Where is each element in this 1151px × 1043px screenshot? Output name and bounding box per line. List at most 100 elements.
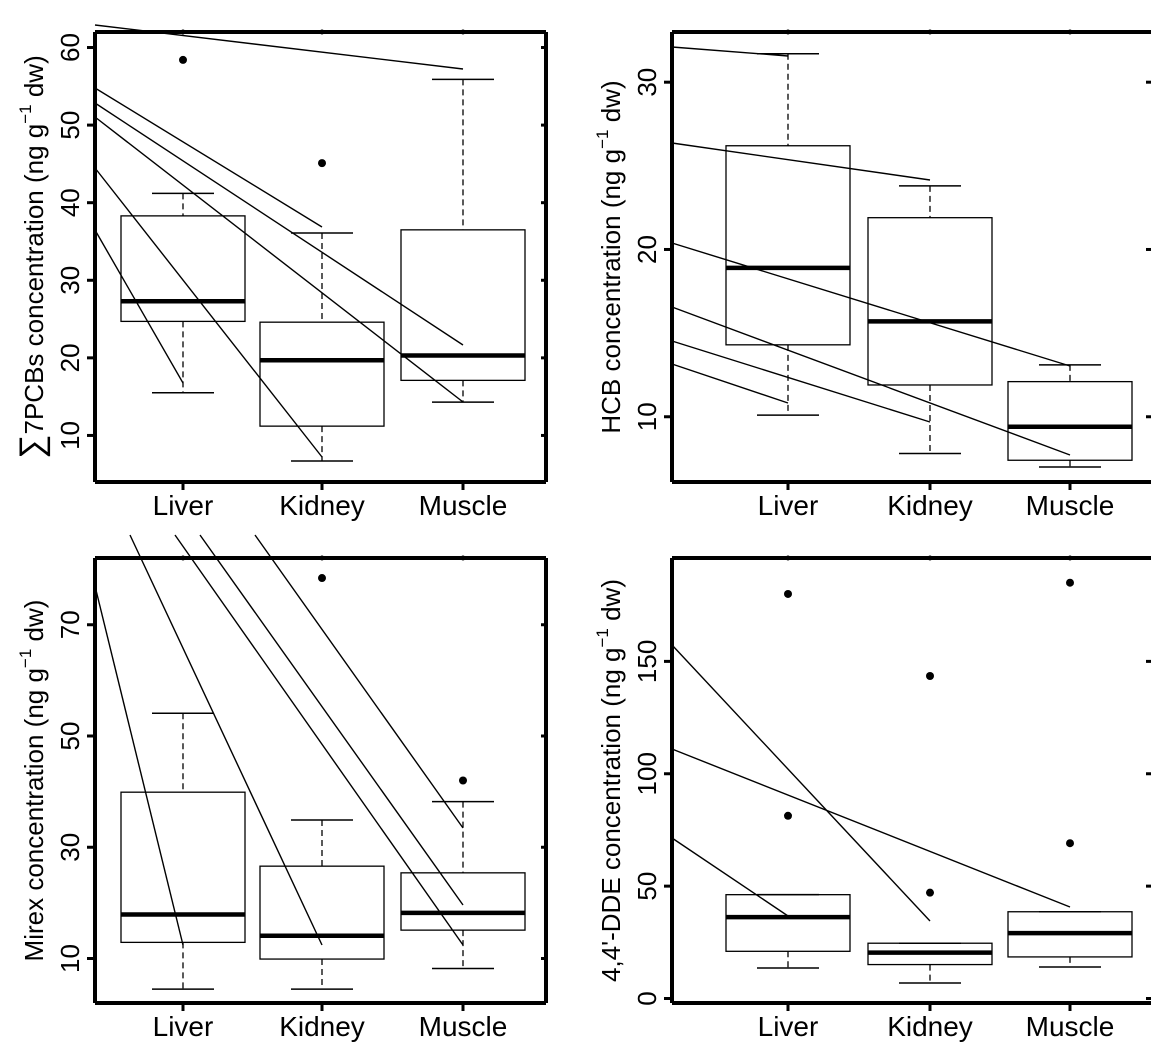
outlier-point <box>459 776 467 785</box>
y-axis-title-superscript: −1 <box>593 130 612 149</box>
y-axis-title-main: Mirex concentration (ng g <box>19 668 49 961</box>
outlier-point <box>784 811 792 820</box>
box-muscle <box>400 78 526 403</box>
x-tick-label: Liver <box>758 490 819 521</box>
diagonal-line <box>94 585 184 946</box>
x-tick-label: Kidney <box>279 1011 365 1042</box>
iqr-box <box>259 865 385 960</box>
y-tick-label: 40 <box>55 188 85 217</box>
diagonal-line <box>671 306 1071 456</box>
iqr-box <box>867 217 993 386</box>
y-tick-label: 0 <box>632 991 662 1005</box>
y-tick-label: 30 <box>55 266 85 295</box>
x-tick-label: Muscle <box>1026 490 1115 521</box>
top-tick-dot <box>460 555 466 561</box>
box-muscle <box>1007 364 1133 468</box>
top-tick-dot <box>785 555 791 561</box>
outlier-point <box>926 671 934 680</box>
y-axis-title-superscript: −1 <box>16 649 35 668</box>
iqr-box <box>400 229 526 382</box>
box-liver <box>725 52 851 416</box>
diagonal-line <box>671 363 789 404</box>
diagonal-line <box>671 242 1071 367</box>
outlier-point <box>318 574 326 583</box>
x-tick-label: Kidney <box>279 490 365 521</box>
y-tick-label: 10 <box>632 402 662 431</box>
x-tick-label: Liver <box>153 1011 214 1042</box>
diagonal-line <box>671 748 1071 908</box>
y-axis-title-suffix: dw) <box>19 55 49 104</box>
diagonal-line <box>671 142 931 181</box>
y-axis-title-main: HCB concentration (ng g <box>596 149 626 434</box>
box-muscle <box>1007 578 1133 968</box>
panel-mirex: 10 30 50 70 Liver Kidney Muscle Mirex concentra… <box>16 534 548 1042</box>
y-axis-title: 4,4'-DDE concentration (ng g−1 dw) <box>593 579 626 982</box>
y-tick-label: 50 <box>632 872 662 901</box>
top-tick-dot <box>785 29 791 35</box>
x-tick-label: Liver <box>758 1011 819 1042</box>
box-liver <box>725 589 851 969</box>
iqr-box <box>400 872 526 931</box>
top-tick-dot <box>180 29 186 35</box>
x-tick-label: Muscle <box>419 1011 508 1042</box>
top-tick-dot <box>1067 29 1073 35</box>
y-tick-label: 100 <box>632 752 662 795</box>
diagonal-line <box>94 102 464 346</box>
diagonal-line <box>94 229 184 384</box>
iqr-box <box>725 894 851 952</box>
x-tick-label: Kidney <box>887 1011 973 1042</box>
y-axis-title-superscript: −1 <box>593 628 612 647</box>
diagonal-line <box>671 644 931 922</box>
diagonal-line <box>94 167 323 458</box>
diagonal-line <box>671 837 789 917</box>
y-axis-title-suffix: dw) <box>596 579 626 628</box>
box-kidney <box>259 574 385 990</box>
y-tick-label: 30 <box>632 68 662 97</box>
panel-pcbs: 10 20 30 40 50 60 Liver Kidney Muscle ∑7PCBs conc… <box>13 24 548 521</box>
outlier-point <box>1066 839 1074 848</box>
y-axis-title-main: 4,4'-DDE concentration (ng g <box>596 648 626 982</box>
top-tick-dot <box>180 555 186 561</box>
panel-hcb: 10 20 30 Liver Kidney Muscle HCB concentration… <box>593 29 1151 521</box>
y-axis-title-suffix: dw) <box>596 80 626 129</box>
iqr-box <box>1007 380 1133 461</box>
top-tick-dot <box>1067 555 1073 561</box>
y-tick-label: 60 <box>55 33 85 62</box>
iqr-box <box>259 321 385 427</box>
y-axis-title: ∑7PCBs concentration (ng g−1 dw) <box>13 55 51 459</box>
diagonal-line <box>199 534 464 906</box>
outlier-point <box>784 589 792 598</box>
diagonal-line <box>94 24 464 70</box>
diagonal-line <box>94 116 464 403</box>
top-tick-dot <box>927 555 933 561</box>
top-tick-dot <box>319 29 325 35</box>
y-tick-label: 150 <box>632 640 662 683</box>
y-tick-label: 30 <box>55 833 85 862</box>
diagonal-line <box>129 534 323 946</box>
y-tick-label: 70 <box>55 610 85 639</box>
box-kidney <box>867 671 993 984</box>
y-tick-label: 50 <box>55 722 85 751</box>
iqr-box <box>120 791 246 944</box>
x-tick-label: Kidney <box>887 490 973 521</box>
x-tick-label: Muscle <box>419 490 508 521</box>
y-axis-title-superscript: −1 <box>16 104 35 123</box>
top-tick-dot <box>927 29 933 35</box>
diagonal-line <box>671 340 931 423</box>
box-liver <box>120 712 246 990</box>
diagonal-line <box>94 87 323 228</box>
y-tick-label: 10 <box>55 421 85 450</box>
outlier-point <box>179 55 187 64</box>
top-tick-dot <box>319 555 325 561</box>
y-tick-label: 20 <box>632 235 662 264</box>
x-tick-label: Muscle <box>1026 1011 1115 1042</box>
iqr-box <box>120 215 246 323</box>
box-muscle <box>400 776 526 970</box>
top-tick-dot <box>460 29 466 35</box>
x-tick-label: Liver <box>153 490 214 521</box>
y-axis-title-prefix: ∑ <box>13 435 51 459</box>
y-tick-label: 20 <box>55 343 85 372</box>
panel-dde: 0 50 100 150 Liver Kidney Muscle 4,4'-DDE conce… <box>593 555 1151 1042</box>
y-tick-label: 10 <box>55 944 85 973</box>
